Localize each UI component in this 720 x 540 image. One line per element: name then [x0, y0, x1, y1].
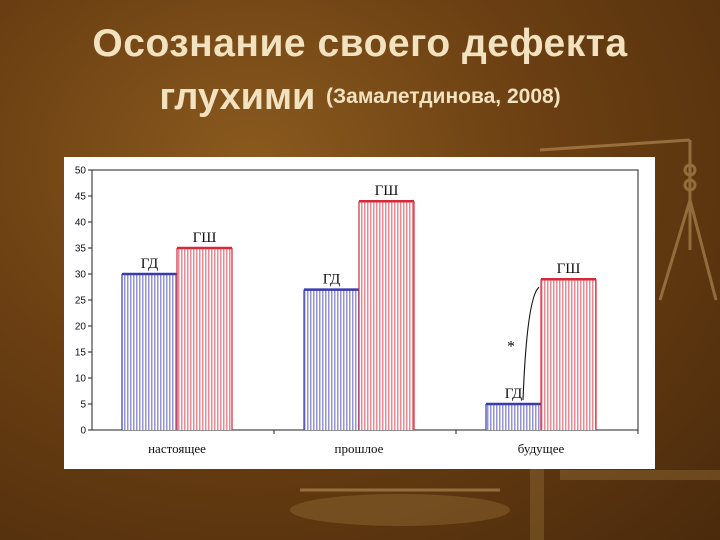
y-tick-label: 40 — [75, 218, 87, 229]
y-tick-label: 35 — [75, 244, 87, 255]
chart-panel: 0 5 10 15 20 25 30 35 40 45 50 настоящее прошлое буду… — [64, 157, 655, 469]
bar-0-0 — [122, 274, 177, 430]
y-tick-label: 30 — [75, 270, 87, 281]
y-tick-label: 5 — [80, 400, 86, 411]
chart-bars — [121, 199, 597, 430]
bar-1-2 — [541, 279, 596, 430]
bar-label: ГД — [141, 256, 159, 272]
bar-label: ГШ — [193, 230, 217, 246]
y-tick-label: 10 — [75, 374, 87, 385]
bar-chart: 0 5 10 15 20 25 30 35 40 45 50 настоящее прошлое буду… — [75, 166, 639, 456]
slide-title: Осознание своего дефекта — [92, 22, 628, 65]
subtitle-main: глухими — [159, 76, 316, 118]
y-tick-label: 25 — [75, 296, 87, 307]
significance-bracket — [522, 286, 540, 401]
subtitle-citation: (Замалетдинова, 2008) — [325, 85, 561, 108]
chart-annotations: ГД ГШ ГД ГШ ГД ГШ * — [141, 183, 581, 402]
y-tick-label: 15 — [75, 348, 87, 359]
y-tick-label: 45 — [75, 192, 87, 203]
bar-label: ГД — [323, 272, 341, 288]
x-category-label: прошлое — [335, 441, 384, 456]
y-tick-label: 0 — [80, 426, 86, 437]
bar-1-1 — [359, 201, 414, 430]
y-tick-label: 20 — [75, 322, 87, 333]
bar-0-2 — [486, 404, 541, 430]
x-category-label: настоящее — [148, 441, 206, 456]
slide-subtitle: глухими (Замалетдинова, 2008) — [0, 76, 720, 119]
bar-1-0 — [177, 248, 232, 430]
bar-0-1 — [304, 289, 359, 430]
significance-marker: * — [507, 339, 515, 356]
bar-label: ГД — [505, 386, 523, 402]
x-category-label: будущее — [518, 441, 565, 456]
y-tick-label: 50 — [75, 166, 87, 177]
bar-label: ГШ — [375, 183, 399, 199]
bar-label: ГШ — [557, 261, 581, 277]
